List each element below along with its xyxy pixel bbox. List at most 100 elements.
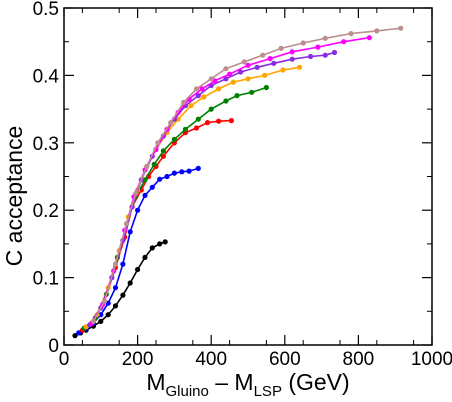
data-point [171, 170, 177, 176]
x-tick-label: 0 [59, 349, 70, 370]
x-tick-label: 200 [122, 349, 154, 370]
y-tick-label: 0.4 [33, 66, 60, 87]
ticks-layer: 0 200 400 600 800 1000 0 0.1 0.2 0.3 0.4 0.5 [33, 0, 452, 370]
y-tick-label: 0.1 [33, 269, 59, 290]
data-point [182, 126, 188, 132]
data-point [296, 64, 303, 70]
data-point [241, 59, 247, 65]
data-point [289, 49, 295, 55]
data-point [208, 106, 214, 112]
x-axis-label-sub-gluino: Gluino [165, 383, 208, 400]
data-point [151, 161, 157, 167]
data-point [289, 56, 295, 62]
x-axis-label-m2: M [234, 369, 253, 395]
data-point [223, 66, 229, 72]
data-point [201, 94, 207, 100]
data-point [127, 280, 133, 286]
x-axis-label-unit: (GeV) [282, 369, 350, 395]
data-point [374, 28, 380, 34]
data-point [262, 72, 268, 78]
data-point [322, 35, 328, 41]
data-point [216, 118, 222, 124]
data-point [160, 153, 166, 159]
data-point [315, 44, 321, 50]
data-point [120, 292, 126, 298]
data-point [322, 52, 328, 58]
data-point [300, 40, 306, 46]
series-7 [90, 25, 404, 324]
data-point [164, 173, 170, 180]
data-point [76, 330, 82, 336]
data-point [267, 56, 273, 62]
data-point [234, 93, 240, 99]
data-point [127, 229, 133, 235]
data-point [162, 239, 168, 245]
data-point [271, 60, 277, 66]
data-point [208, 76, 214, 82]
data-point [171, 136, 177, 142]
x-axis-label: MGluino – MLSP (GeV) [146, 369, 349, 400]
data-point [149, 245, 155, 251]
data-point [142, 192, 148, 198]
y-axis-label: C acceptance [1, 126, 27, 267]
y-tick-label: 0.5 [33, 0, 59, 20]
data-point [135, 266, 141, 273]
series-line [74, 241, 166, 337]
data-point [260, 52, 266, 58]
data-point [90, 318, 96, 324]
data-point [223, 98, 229, 104]
x-tick-label: 400 [195, 349, 227, 370]
x-axis-label-dash: – [209, 369, 235, 395]
data-point [398, 25, 404, 31]
x-axis-label-m1: M [146, 369, 165, 395]
data-point [331, 49, 338, 56]
data-point [245, 62, 251, 68]
data-point [341, 39, 347, 45]
data-point [195, 165, 201, 171]
data-point [254, 64, 260, 70]
data-point [348, 30, 354, 37]
data-point [204, 120, 211, 126]
data-point [308, 53, 314, 60]
data-point [105, 312, 111, 318]
data-point [280, 67, 286, 73]
data-point [238, 69, 244, 75]
series-line [92, 27, 401, 322]
data-point [135, 207, 141, 213]
y-tick-label: 0.3 [33, 134, 59, 155]
data-point [216, 86, 222, 92]
data-point [120, 261, 126, 267]
y-tick-label: 0 [48, 336, 59, 357]
data-point [124, 221, 130, 227]
data-point [179, 169, 185, 175]
data-point [193, 86, 200, 92]
data-point [228, 118, 234, 124]
data-point [112, 261, 119, 267]
data-point [112, 303, 119, 309]
data-point [186, 168, 192, 174]
data-point [98, 318, 104, 324]
data-point [142, 177, 148, 183]
data-point [263, 84, 269, 91]
data-point [144, 163, 150, 169]
x-tick-label: 800 [343, 349, 375, 370]
data-point [249, 89, 255, 95]
data-point [199, 86, 205, 92]
data-point [101, 298, 108, 304]
data-point [142, 254, 148, 260]
data-point [181, 99, 187, 105]
data-point [175, 116, 181, 122]
x-tick-label: 1000 [411, 349, 452, 370]
series-layer [72, 25, 404, 339]
x-axis-label-sub-lsp: LSP [254, 383, 282, 400]
data-point [133, 190, 139, 196]
data-point [98, 312, 104, 318]
y-tick-label: 0.2 [33, 201, 59, 222]
series-line [90, 36, 370, 324]
data-point [188, 103, 194, 109]
data-point [223, 76, 229, 82]
data-point [227, 71, 233, 77]
data-point [230, 79, 236, 85]
data-point [193, 125, 200, 131]
